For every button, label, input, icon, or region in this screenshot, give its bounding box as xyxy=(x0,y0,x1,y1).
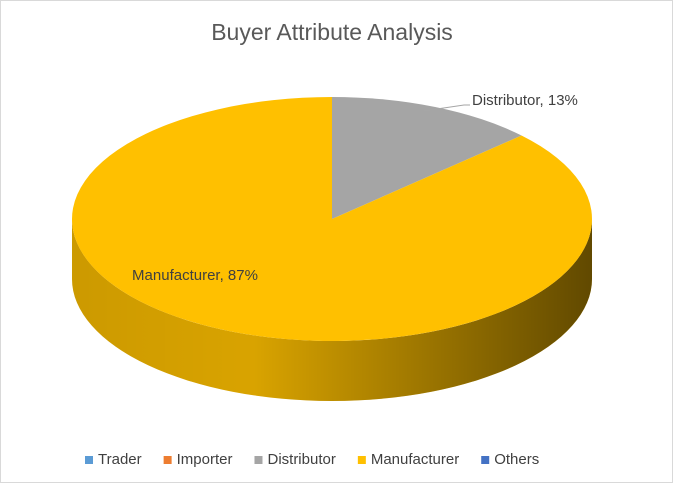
legend-swatch xyxy=(254,456,263,464)
legend-swatch xyxy=(163,456,172,464)
legend-label: Trader xyxy=(98,451,142,468)
pie: Distributor, 13% Manufacturer, 87% xyxy=(72,92,592,401)
slice xyxy=(72,97,592,341)
legend-label: Importer xyxy=(177,451,233,468)
legend-swatch xyxy=(481,456,490,464)
leader-line xyxy=(423,104,470,112)
side-shade xyxy=(72,219,592,401)
chart-title: Buyer Attribute Analysis xyxy=(211,19,453,45)
legend-swatch xyxy=(357,456,366,464)
data-label: Distributor, 13% xyxy=(472,92,578,109)
legend-swatch xyxy=(85,456,93,464)
legend: Trader Importer Distributor Manufacturer Oth… xyxy=(85,451,539,468)
legend-label: Manufacturer xyxy=(371,451,459,468)
slice xyxy=(332,97,522,219)
data-label: Manufacturer, 87% xyxy=(132,267,258,284)
legend-label: Distributor xyxy=(267,451,335,468)
legend-label: Others xyxy=(494,451,539,468)
